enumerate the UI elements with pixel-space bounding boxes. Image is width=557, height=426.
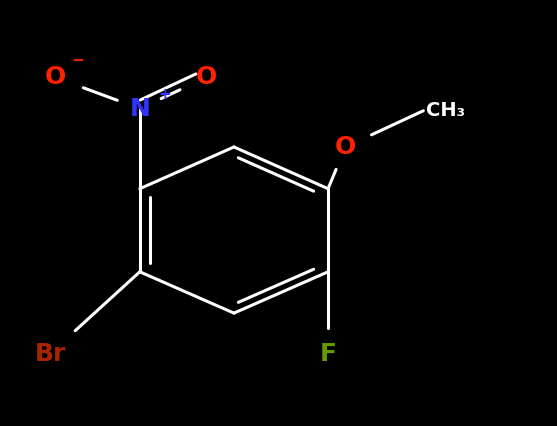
Text: −: −: [72, 53, 84, 68]
Text: O: O: [196, 65, 217, 89]
Text: CH₃: CH₃: [426, 101, 465, 120]
Text: +: +: [158, 86, 170, 102]
Text: F: F: [320, 343, 336, 366]
Text: Br: Br: [35, 343, 66, 366]
Text: O: O: [45, 65, 66, 89]
Text: N: N: [129, 97, 150, 121]
Text: O: O: [335, 135, 356, 159]
